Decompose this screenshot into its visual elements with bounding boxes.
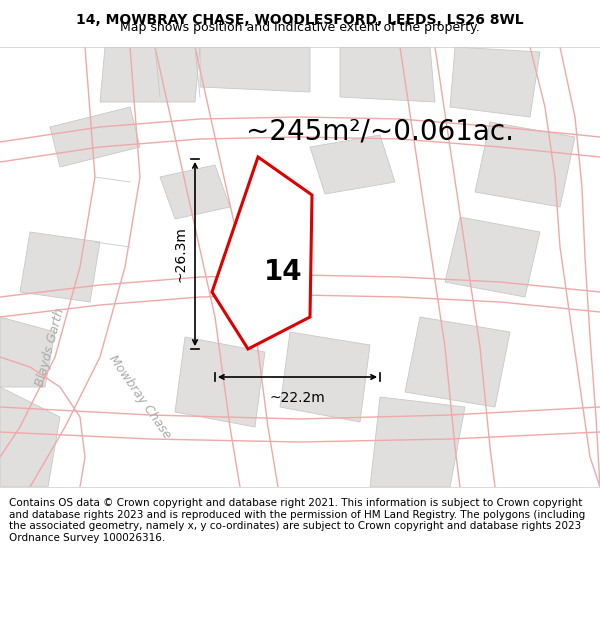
Polygon shape [20, 232, 100, 302]
Polygon shape [450, 47, 540, 117]
Text: ~22.2m: ~22.2m [269, 391, 325, 405]
Polygon shape [175, 337, 265, 427]
Text: Blayds Garth: Blayds Garth [33, 306, 67, 388]
Text: ~26.3m: ~26.3m [173, 226, 187, 282]
Text: ~245m²/~0.061ac.: ~245m²/~0.061ac. [246, 118, 514, 146]
Polygon shape [310, 135, 395, 194]
Polygon shape [200, 47, 310, 92]
Polygon shape [0, 317, 55, 387]
Polygon shape [405, 317, 510, 407]
Text: Mowbray Chase: Mowbray Chase [106, 352, 174, 441]
Polygon shape [0, 387, 60, 487]
Polygon shape [280, 332, 370, 422]
Text: 14: 14 [263, 258, 302, 286]
Polygon shape [212, 157, 312, 349]
Polygon shape [370, 397, 465, 487]
Polygon shape [445, 217, 540, 297]
Polygon shape [160, 165, 230, 219]
Polygon shape [50, 107, 140, 167]
Text: Map shows position and indicative extent of the property.: Map shows position and indicative extent… [120, 21, 480, 34]
Polygon shape [100, 47, 200, 102]
Polygon shape [340, 47, 435, 102]
Text: Contains OS data © Crown copyright and database right 2021. This information is : Contains OS data © Crown copyright and d… [9, 498, 585, 543]
Polygon shape [475, 122, 575, 207]
Text: 14, MOWBRAY CHASE, WOODLESFORD, LEEDS, LS26 8WL: 14, MOWBRAY CHASE, WOODLESFORD, LEEDS, L… [76, 13, 524, 27]
